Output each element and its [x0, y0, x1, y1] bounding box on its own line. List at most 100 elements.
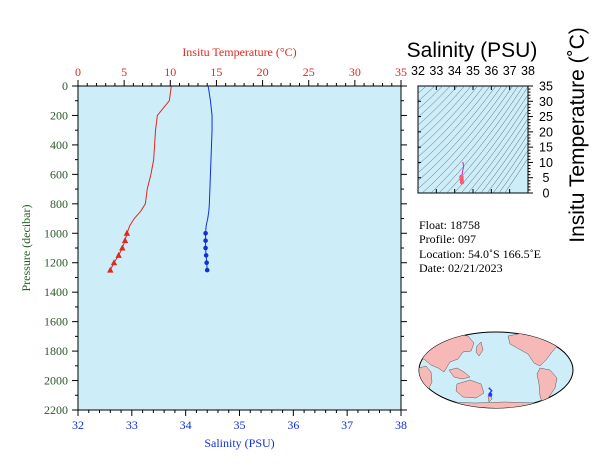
temperature-tick-label: 20: [257, 65, 269, 79]
ts-isoline: [486, 134, 528, 193]
salinity-data-point: [203, 245, 208, 251]
ts-isoline: [498, 150, 528, 193]
salinity-tick-label: 36: [287, 418, 299, 432]
salinity-data-point: [203, 253, 209, 258]
salinity-data-point: [203, 238, 208, 243]
ts-isoline: [480, 126, 528, 193]
ts-density-isolines: [418, 86, 528, 193]
ts-isoline: [418, 86, 443, 110]
ts-isoline: [504, 158, 528, 193]
salinity-tick-label: 35: [234, 418, 246, 432]
ts-temperature-axis-title: Insitu Temperature (˚C): [566, 27, 589, 243]
pressure-tick-label: 600: [50, 167, 68, 181]
ts-salinity-tick-label: 38: [521, 64, 535, 78]
ts-isoline: [418, 86, 485, 158]
ts-isoline: [418, 86, 458, 126]
float-track: [488, 387, 493, 395]
pressure-tick-label: 2200: [44, 403, 68, 417]
ts-series: [459, 161, 465, 185]
ts-diagram-title: Salinity (PSU): [407, 39, 538, 62]
temperature-tick-label: 35: [395, 65, 407, 79]
temperature-data-point: [115, 251, 122, 258]
ts-isoline: [418, 86, 451, 118]
land-antarctica: [419, 401, 573, 408]
ts-isoline: [492, 142, 528, 193]
ts-temperature-tick-label: 25: [539, 110, 553, 124]
profile-axis-ticks: 0 5 10 15 20 25 30 35 32 33 34 35 36 37 38 0 200 400 600 80…: [44, 65, 407, 432]
pressure-tick-label: 400: [50, 138, 68, 152]
ts-isoline: [446, 86, 528, 193]
ts-isoline: [467, 110, 528, 193]
ts-salinity-tick-label: 37: [503, 64, 517, 78]
pressure-tick-label: 0: [62, 79, 68, 93]
ts-isoline: [430, 86, 519, 193]
ts-temperature-tick-label: 35: [539, 80, 553, 94]
salinity-axis-title: Salinity (PSU): [204, 436, 274, 450]
profile-date: Date: 02/21/2023: [419, 261, 503, 275]
ts-temperature-tick-label: 15: [539, 141, 553, 155]
ts-temperature-tick-label: 0: [543, 187, 550, 201]
profile-chart: 0 5 10 15 20 25 30 35 32 33 34 35 36 37 38 0 200 400 600 80…: [19, 45, 407, 450]
land-southeast-asia: [448, 367, 471, 380]
temperature-tick-label: 15: [210, 65, 222, 79]
temperature-data-point: [119, 244, 126, 251]
temperature-tick-label: 25: [303, 65, 315, 79]
pressure-tick-label: 200: [50, 108, 68, 122]
pressure-tick-label: 1400: [44, 285, 68, 299]
ts-isoline: [421, 86, 513, 193]
ts-temperature-tick-label: 5: [543, 171, 550, 185]
salinity-tick-label: 32: [72, 418, 84, 432]
temperature-tick-label: 0: [75, 65, 81, 79]
salinity-data-point: [204, 260, 209, 266]
land-japan: [475, 341, 484, 357]
ts-isoline: [460, 102, 528, 193]
temperature-tick-label: 10: [164, 65, 176, 79]
float-info: Float: 18758 Profile: 097 Location: 54.0…: [419, 218, 541, 275]
ts-salinity-tick-label: 32: [411, 64, 425, 78]
profile-number: Profile: 097: [419, 232, 476, 246]
pressure-axis-title: Pressure (decibar): [19, 205, 33, 292]
pressure-tick-label: 2000: [44, 374, 68, 388]
pressure-tick-label: 1800: [44, 344, 68, 358]
ts-salinity-tick-label: 35: [466, 64, 480, 78]
ts-isoline: [453, 94, 528, 193]
ts-isoline: [418, 86, 465, 134]
ts-isoline: [418, 86, 478, 150]
salinity-tick-label: 38: [395, 418, 407, 432]
land-australia: [455, 379, 485, 399]
temperature-data-point: [107, 266, 114, 273]
temperature-data-point: [121, 237, 129, 244]
salinity-tick-label: 37: [341, 418, 353, 432]
salinity-tick-label: 34: [180, 418, 192, 432]
pressure-tick-label: 1600: [44, 315, 68, 329]
salinity-data-point: [204, 267, 210, 273]
ts-isoline: [474, 118, 528, 193]
ts-isoline: [418, 86, 491, 166]
ts-salinity-tick-label: 34: [448, 64, 462, 78]
float-position-marker: [488, 387, 493, 397]
pressure-tick-label: 1200: [44, 256, 68, 270]
pressure-tick-label: 800: [50, 197, 68, 211]
float-location: Location: 54.0˚S 166.5˚E: [419, 247, 541, 261]
pressure-tick-label: 1000: [44, 226, 68, 240]
ts-isoline: [438, 86, 524, 193]
float-id: Float: 18758: [419, 218, 480, 232]
ts-isoline: [418, 86, 472, 142]
ts-temperature-tick-label: 20: [539, 125, 553, 139]
ts-isoline: [418, 86, 508, 189]
ts-data-point: [459, 180, 465, 185]
ts-isoline: [418, 86, 497, 173]
temperature-tick-label: 5: [121, 65, 127, 79]
ts-salinity-tick-label: 36: [484, 64, 498, 78]
profile-series: [107, 86, 213, 273]
profile-plot-area: [77, 85, 402, 411]
land-greenland: [556, 332, 567, 343]
salinity-data-point: [203, 230, 208, 236]
ts-temperature-tick-label: 10: [539, 156, 553, 170]
temperature-data-point: [110, 259, 118, 266]
temperature-data-point: [123, 229, 131, 236]
temperature-tick-label: 30: [349, 65, 361, 79]
ts-salinity-tick-label: 33: [429, 64, 443, 78]
